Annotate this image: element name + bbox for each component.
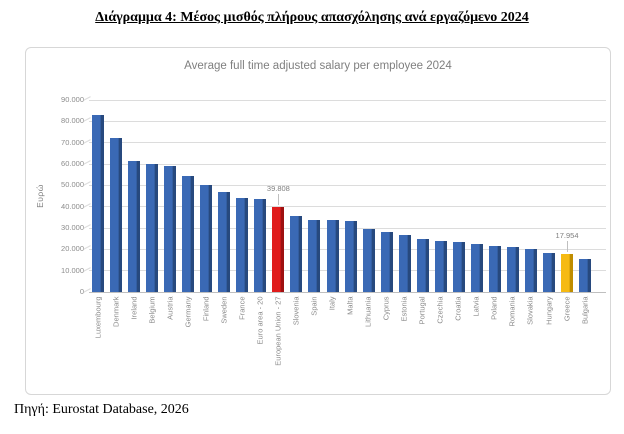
gridline bbox=[89, 99, 606, 101]
x-axis-label: Slovakia bbox=[525, 296, 535, 325]
bar-sweden bbox=[218, 191, 231, 292]
x-axis-label: Spain bbox=[309, 296, 319, 316]
bar-austria bbox=[164, 166, 177, 292]
x-axis-label: Poland bbox=[489, 296, 499, 320]
y-axis-tick: 90.000 bbox=[61, 95, 84, 104]
bar-czechia bbox=[434, 240, 447, 292]
leader-line bbox=[278, 194, 280, 206]
x-axis-label: Ireland bbox=[129, 296, 139, 319]
bar-european-union-27 bbox=[272, 207, 285, 292]
gridline bbox=[89, 206, 606, 208]
x-axis-label: Italy bbox=[327, 296, 337, 310]
x-axis-label: Austria bbox=[165, 296, 175, 320]
y-axis-tick: 0 bbox=[79, 287, 84, 296]
x-axis-label: Greece bbox=[562, 296, 572, 321]
document-title: Διάγραμμα 4: Μέσος μισθός πλήρους απασχό… bbox=[95, 10, 529, 25]
bar-portugal bbox=[416, 238, 429, 292]
x-axis-label: Latvia bbox=[471, 296, 481, 317]
x-axis-label: Belgium bbox=[147, 296, 157, 324]
x-axis-label: Lithuania bbox=[363, 296, 373, 327]
bar-denmark bbox=[110, 138, 123, 292]
x-axis-label: Estonia bbox=[399, 296, 409, 322]
x-axis-label: Finland bbox=[201, 296, 211, 321]
bar-slovenia bbox=[290, 216, 303, 292]
x-axis-label: Sweden bbox=[219, 296, 229, 324]
x-axis-label: Cyprus bbox=[381, 296, 391, 320]
y-axis-label: Ευρώ bbox=[35, 184, 45, 208]
x-axis-label: Euro area - 20 bbox=[255, 296, 265, 344]
y-axis-tick: 20.000 bbox=[61, 244, 84, 254]
x-axis-label: Slovenia bbox=[291, 296, 301, 325]
data-label: 39.808 bbox=[266, 184, 290, 194]
x-axis-label: Malta bbox=[345, 296, 355, 315]
x-axis-label: Hungary bbox=[544, 296, 553, 325]
chart-title: Average full time adjusted salary per em… bbox=[184, 60, 452, 72]
gridline bbox=[89, 184, 606, 186]
bar-germany bbox=[182, 175, 195, 292]
y-axis-tick: 40.000 bbox=[61, 201, 84, 211]
bar-belgium bbox=[146, 164, 159, 292]
source-note: Πηγή: Eurostat Database, 2026 bbox=[14, 402, 189, 417]
bar-estonia bbox=[398, 235, 411, 292]
x-axis-label: Czechia bbox=[435, 296, 445, 324]
data-label: 17.954 bbox=[555, 230, 579, 240]
x-axis-label: Denmark bbox=[111, 296, 121, 327]
leader-line bbox=[567, 240, 569, 252]
bar-hungary bbox=[543, 252, 555, 292]
bar-ireland bbox=[128, 160, 141, 292]
bar-croatia bbox=[452, 241, 465, 292]
x-axis-label: Romania bbox=[507, 296, 517, 327]
bar-malta bbox=[344, 220, 357, 292]
plot-area: Ευρώ 0 10.000 20.000 30.000 40.000 50.000 60.0… bbox=[35, 95, 606, 365]
bar-euro-area-20 bbox=[254, 198, 267, 292]
bar-luxembourg bbox=[92, 114, 104, 292]
bar-poland bbox=[488, 246, 501, 292]
bar-spain bbox=[308, 220, 321, 292]
x-axis-label: European Union - 27 bbox=[273, 296, 283, 366]
x-axis-line bbox=[89, 291, 606, 293]
chart-panel: Average full time adjusted salary per em… bbox=[25, 47, 611, 395]
y-axis-tick: 60.000 bbox=[61, 159, 84, 168]
bar-slovakia bbox=[524, 248, 537, 292]
x-axis-label: France bbox=[237, 296, 247, 320]
bar-cyprus bbox=[380, 232, 393, 292]
x-axis-label: Portugal bbox=[417, 296, 427, 324]
bar-finland bbox=[200, 185, 213, 292]
bar-bulgaria bbox=[579, 259, 592, 292]
y-axis-tick: 10.000 bbox=[61, 265, 84, 275]
gridline bbox=[89, 142, 606, 144]
y-axis-tick: 80.000 bbox=[61, 116, 84, 126]
bar-italy bbox=[326, 220, 339, 292]
gridline bbox=[89, 120, 606, 122]
x-axis-label: Croatia bbox=[453, 296, 463, 321]
y-axis-tick: 50.000 bbox=[61, 180, 84, 190]
bar-greece bbox=[561, 253, 574, 292]
bar-lithuania bbox=[362, 229, 375, 292]
y-axis-tick: 30.000 bbox=[61, 223, 84, 232]
x-axis-label: Bulgaria bbox=[580, 296, 590, 324]
x-axis-label: Luxembourg bbox=[93, 296, 102, 338]
bar-romania bbox=[506, 247, 519, 292]
bar-latvia bbox=[470, 244, 483, 292]
y-axis-tick: 70.000 bbox=[61, 137, 84, 147]
gridline bbox=[89, 163, 606, 165]
x-axis-label: Germany bbox=[183, 296, 193, 327]
bar-france bbox=[236, 197, 249, 292]
